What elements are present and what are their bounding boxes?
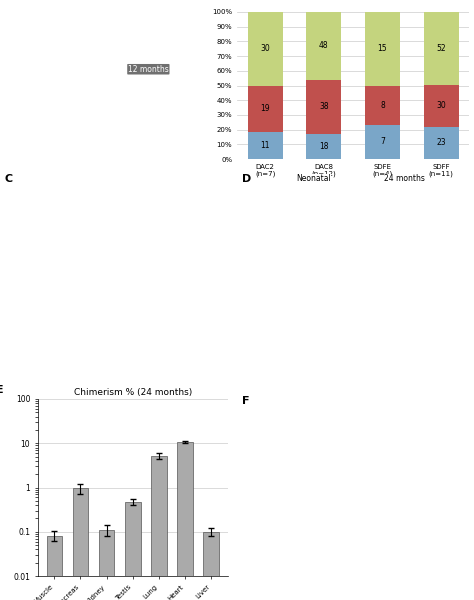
Text: 38: 38 <box>319 102 328 111</box>
Text: 24 months: 24 months <box>384 175 425 184</box>
Text: F: F <box>242 395 249 406</box>
Text: 15: 15 <box>378 44 387 53</box>
Text: Rat cells: Rat cells <box>360 395 390 401</box>
Bar <box>247 85 283 132</box>
Text: 23: 23 <box>436 139 446 148</box>
Text: 52: 52 <box>436 44 446 53</box>
Text: 11: 11 <box>260 141 270 150</box>
Text: EpCAM: EpCAM <box>419 395 444 401</box>
Bar <box>306 80 341 134</box>
Bar <box>125 502 141 600</box>
Text: Neonatal: Neonatal <box>296 175 331 184</box>
Text: 30: 30 <box>260 44 270 53</box>
Bar <box>423 85 459 127</box>
Text: D: D <box>242 175 251 184</box>
Bar <box>73 488 88 600</box>
Text: 18: 18 <box>319 142 328 151</box>
Text: A: A <box>5 16 13 26</box>
Text: 12 months: 12 months <box>128 65 169 74</box>
Bar <box>306 134 341 159</box>
Bar <box>177 442 193 600</box>
Text: 7: 7 <box>380 137 385 146</box>
Bar <box>247 132 283 159</box>
Bar <box>203 532 219 600</box>
Text: 8: 8 <box>380 101 385 110</box>
Bar <box>365 125 400 159</box>
Title: Chimerism % (24 months): Chimerism % (24 months) <box>73 388 192 397</box>
Text: E: E <box>0 385 4 395</box>
Bar <box>247 12 283 85</box>
Text: 19: 19 <box>260 104 270 113</box>
Bar <box>151 456 167 600</box>
Text: Kidney: Kidney <box>9 277 33 283</box>
Bar <box>365 12 400 85</box>
Text: Brain: Brain <box>166 362 184 368</box>
Text: Heart: Heart <box>88 277 107 283</box>
Bar <box>46 536 62 600</box>
Text: Merge: Merge <box>419 488 441 494</box>
Text: Lung: Lung <box>9 362 27 368</box>
Bar <box>306 12 341 80</box>
Bar <box>99 530 114 600</box>
Text: Liver: Liver <box>166 277 183 283</box>
Text: 24 months: 24 months <box>128 135 169 144</box>
Bar <box>423 127 459 159</box>
Text: E18.5: E18.5 <box>9 141 33 150</box>
Text: 30: 30 <box>436 101 446 110</box>
Text: 48: 48 <box>319 41 328 50</box>
Text: DAPI: DAPI <box>360 488 376 494</box>
Bar <box>365 85 400 125</box>
Text: C: C <box>5 175 13 184</box>
Bar <box>423 12 459 85</box>
Text: Pancreas: Pancreas <box>88 362 119 368</box>
